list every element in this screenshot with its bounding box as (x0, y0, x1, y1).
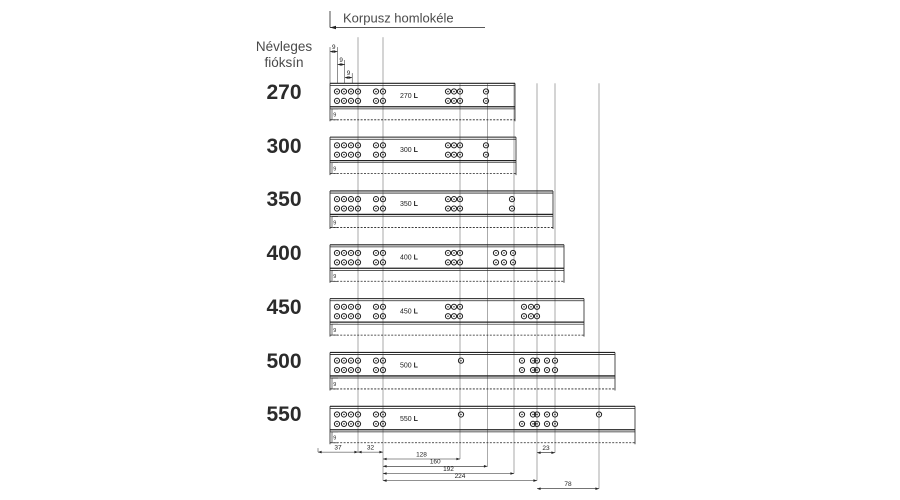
svg-text:9: 9 (339, 57, 343, 64)
svg-text:Korpusz homlokéle: Korpusz homlokéle (343, 11, 454, 26)
svg-text:160: 160 (430, 459, 441, 466)
svg-text:37: 37 (334, 445, 342, 452)
svg-text:300 L: 300 L (400, 147, 419, 154)
svg-text:9: 9 (333, 382, 336, 388)
svg-text:78: 78 (564, 481, 572, 488)
svg-text:9: 9 (347, 70, 351, 77)
svg-text:9: 9 (333, 274, 336, 280)
svg-text:224: 224 (455, 473, 466, 480)
svg-text:270 L: 270 L (400, 93, 419, 100)
svg-text:350 L: 350 L (400, 201, 419, 208)
svg-text:500 L: 500 L (400, 362, 419, 369)
svg-text:9: 9 (333, 328, 336, 334)
svg-text:450 L: 450 L (400, 309, 419, 316)
svg-text:9: 9 (333, 436, 336, 442)
svg-text:9: 9 (333, 113, 336, 119)
svg-text:550 L: 550 L (400, 416, 419, 423)
svg-text:192: 192 (443, 466, 454, 473)
svg-text:400 L: 400 L (400, 255, 419, 262)
svg-text:23: 23 (542, 445, 550, 452)
svg-text:128: 128 (416, 451, 427, 458)
svg-text:9: 9 (333, 166, 336, 172)
svg-text:32: 32 (367, 445, 375, 452)
svg-text:9: 9 (332, 44, 336, 51)
svg-text:9: 9 (333, 220, 336, 226)
